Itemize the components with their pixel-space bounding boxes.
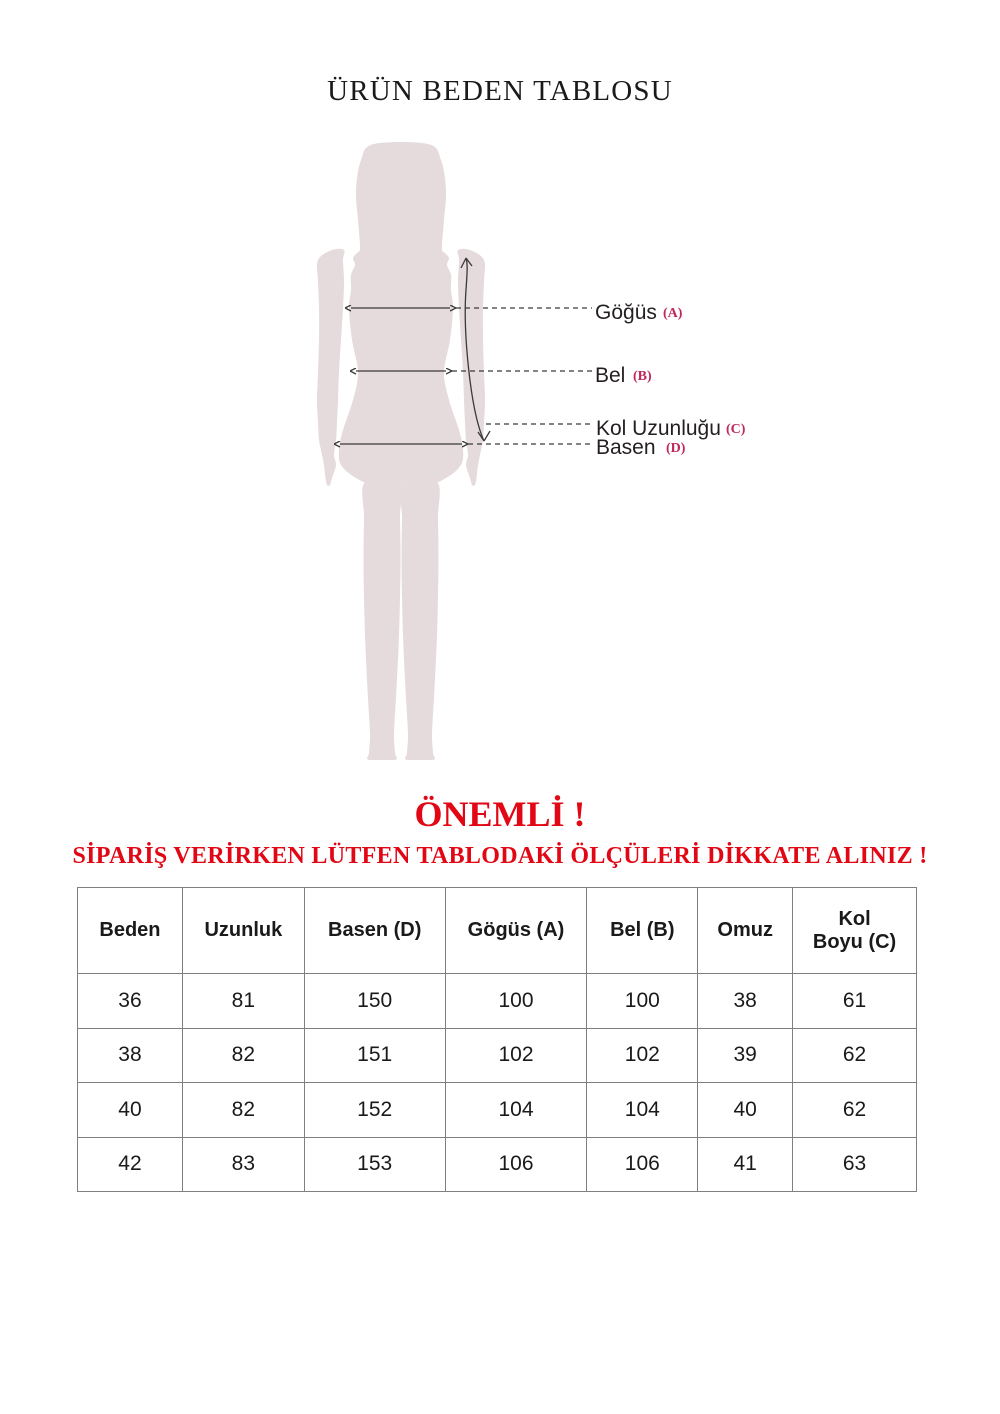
svg-text:Bel: Bel bbox=[595, 364, 625, 387]
svg-text:Basen: Basen bbox=[596, 436, 656, 459]
svg-text:Göğüs: Göğüs bbox=[595, 301, 657, 324]
svg-text:(B): (B) bbox=[633, 369, 652, 384]
svg-text:(C): (C) bbox=[726, 422, 746, 437]
svg-text:(A): (A) bbox=[663, 306, 683, 321]
svg-text:(D): (D) bbox=[666, 441, 686, 456]
